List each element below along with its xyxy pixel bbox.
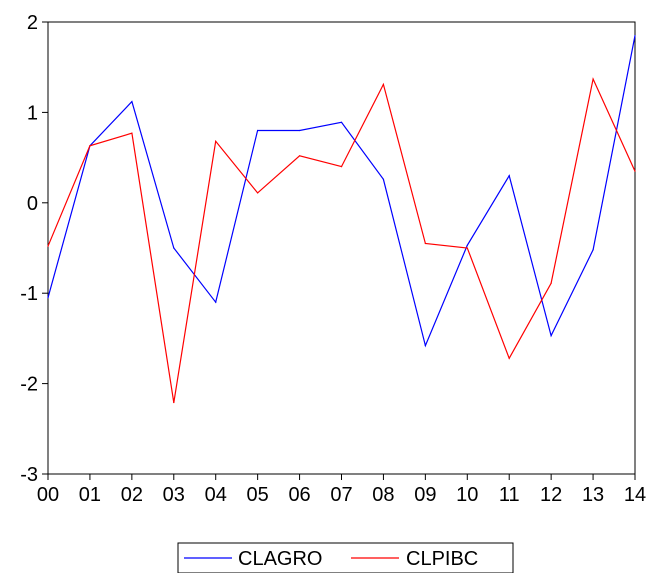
x-tick-label: 08 xyxy=(372,484,394,506)
x-axis: 00 01 02 03 04 05 06 07 08 09 10 11 12 13 14 xyxy=(37,474,646,506)
y-tick-label: 0 xyxy=(27,193,38,215)
data-point-clagro xyxy=(634,34,636,37)
series-line-clpibc xyxy=(47,77,636,403)
series-group xyxy=(47,34,636,404)
x-tick-label: 00 xyxy=(37,484,59,506)
data-point-clpibc xyxy=(131,132,133,134)
data-point-clpibc xyxy=(424,242,426,245)
data-point-clagro xyxy=(466,244,468,246)
x-tick-label: 09 xyxy=(414,484,436,506)
legend-box xyxy=(177,542,514,573)
x-tick-label: 12 xyxy=(540,484,562,506)
data-point-clpibc xyxy=(47,245,49,247)
data-point-clagro xyxy=(550,335,552,337)
x-tick-label: 05 xyxy=(247,484,269,506)
data-point-clagro xyxy=(215,301,217,303)
x-tick-label: 07 xyxy=(330,484,352,506)
data-point-clpibc xyxy=(340,166,343,168)
data-point-clagro xyxy=(47,297,49,299)
data-point-clpibc xyxy=(550,282,552,284)
x-tick-label: 10 xyxy=(456,484,478,506)
data-point-clpibc xyxy=(466,247,468,249)
y-tick-label: -3 xyxy=(20,464,38,486)
data-point-clpibc xyxy=(89,145,91,147)
y-tick-label: 1 xyxy=(27,102,38,124)
x-tick-label: 11 xyxy=(499,484,520,506)
y-tick-label: -1 xyxy=(20,283,38,305)
data-point-clagro xyxy=(382,178,385,180)
legend: CLAGRO CLPIBC xyxy=(177,542,514,573)
legend-label-clagro: CLAGRO xyxy=(238,548,322,570)
data-point-clagro xyxy=(131,100,133,103)
x-tick-label: 06 xyxy=(288,484,310,506)
data-point-clagro xyxy=(508,175,510,177)
y-tick-label: -2 xyxy=(20,374,38,396)
x-tick-label: 04 xyxy=(205,484,227,506)
plot-area-frame xyxy=(47,21,636,475)
x-tick-label: 13 xyxy=(582,484,604,506)
data-point-clagro xyxy=(592,249,594,251)
data-point-clagro xyxy=(424,345,426,347)
data-point-clagro xyxy=(298,129,301,132)
series-line-clagro xyxy=(47,35,636,348)
x-tick-label: 01 xyxy=(79,484,101,506)
data-point-clpibc xyxy=(173,401,175,404)
data-point-clpibc xyxy=(382,83,385,85)
x-tick-label: 14 xyxy=(624,484,646,506)
data-point-clpibc xyxy=(634,170,636,172)
data-point-clpibc xyxy=(508,357,510,359)
data-point-clpibc xyxy=(257,192,259,194)
data-point-clagro xyxy=(173,247,175,249)
y-tick-label: 2 xyxy=(27,12,38,34)
data-point-clagro xyxy=(257,129,259,132)
data-point-clpibc xyxy=(298,155,301,157)
y-axis: -3 -2 -1 0 1 2 xyxy=(20,12,48,486)
data-point-clagro xyxy=(340,121,343,123)
x-tick-label: 02 xyxy=(121,484,143,506)
data-point-clpibc xyxy=(592,78,594,80)
legend-label-clpibc: CLPIBC xyxy=(406,548,478,570)
x-tick-label: 03 xyxy=(163,484,185,506)
data-point-clpibc xyxy=(215,140,217,142)
